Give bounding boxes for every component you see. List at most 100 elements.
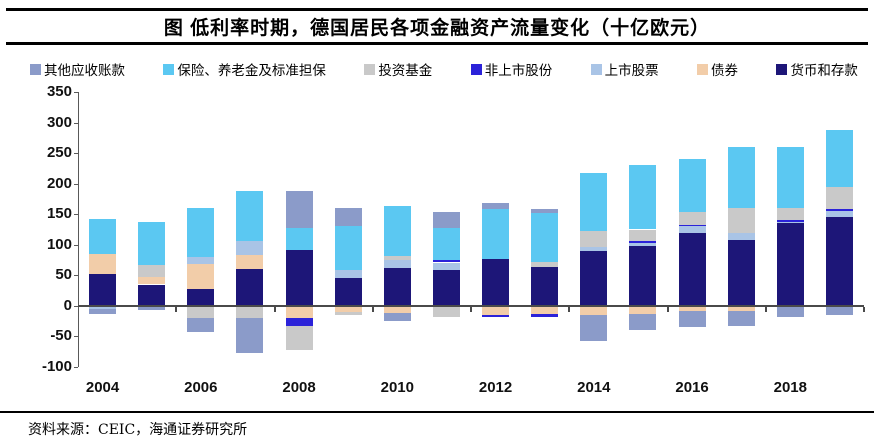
x-axis-tick: [863, 306, 865, 312]
bar-segment: [727, 147, 755, 209]
bar-segment: [285, 250, 313, 306]
y-axis-tick: [74, 92, 78, 93]
bar-segment: [482, 305, 510, 316]
x-axis-tick: [175, 306, 178, 312]
title-rule-top: [6, 8, 868, 11]
y-axis-label: 100: [46, 235, 72, 253]
bar-segment: [825, 217, 853, 306]
bar-segment: [531, 267, 559, 306]
bar-segment: [678, 224, 706, 227]
bar-segment: [531, 261, 559, 268]
bar-segment: [236, 254, 264, 269]
bar-segment: [580, 315, 608, 341]
bar-segment: [236, 191, 264, 241]
bar-segment: [138, 284, 166, 306]
y-axis-label: 50: [55, 266, 72, 284]
bar-segment: [187, 318, 215, 333]
bar-segment: [629, 313, 657, 331]
bar-segment: [678, 212, 706, 225]
bar-segment: [432, 262, 460, 271]
bar-segment: [678, 310, 706, 328]
bar-segment: [482, 315, 510, 318]
bar-segment: [825, 186, 853, 210]
y-axis-label: 300: [46, 113, 72, 131]
bar-segment: [776, 223, 804, 306]
bar-segment: [432, 305, 460, 317]
legend-item: 债券: [697, 59, 738, 79]
bar-segment: [285, 305, 313, 319]
bar-segment: [138, 277, 166, 285]
legend-swatch-icon: [364, 63, 376, 75]
bar-segment: [580, 305, 608, 316]
y-axis-tick: [74, 305, 78, 307]
bar-segment: [89, 274, 117, 306]
bar-segment: [187, 264, 215, 290]
bar-segment: [531, 209, 559, 213]
x-axis-label: 2016: [675, 379, 709, 396]
legend-swatch-icon: [590, 63, 602, 75]
bar-segment: [678, 159, 706, 213]
y-axis-tick: [74, 275, 78, 277]
bar-segment: [580, 250, 608, 306]
y-axis-tick: [74, 367, 78, 368]
bar-segment: [383, 255, 411, 261]
x-axis-label: 2010: [380, 379, 414, 396]
x-axis-tick: [470, 306, 472, 312]
source-text: 资料来源：CEIC，海通证券研究所: [28, 422, 248, 438]
bar-segment: [776, 221, 804, 224]
bar-segment: [236, 268, 264, 306]
title-rule-bottom: [6, 42, 868, 45]
bar-segment: [678, 305, 706, 311]
bar-segment: [187, 207, 215, 257]
bar-segment: [531, 305, 559, 314]
bar-segment: [580, 173, 608, 232]
bar-segment: [678, 226, 706, 233]
legend-label: 货币和存款: [790, 63, 858, 78]
bar-segment: [383, 313, 411, 322]
bar-segment: [89, 308, 117, 314]
bar-segment: [187, 257, 215, 265]
chart-legend: 其他应收账款 保险、养老金及标准担保 投资基金 非上市股份 上市股票 债券 货币和存款: [30, 59, 858, 79]
y-axis-line: [78, 92, 79, 367]
bar-segment: [629, 305, 657, 314]
bar-segment: [285, 227, 313, 251]
bar-segment: [629, 229, 657, 242]
legend-item: 投资基金: [364, 59, 432, 79]
y-axis-tick: [74, 244, 78, 246]
y-axis-label: 350: [46, 83, 72, 100]
x-axis-label: 2004: [85, 379, 120, 396]
bar-segment: [334, 312, 362, 316]
bar-segment: [285, 326, 313, 350]
y-axis-label: -100: [41, 358, 72, 375]
legend-label: 其他应收账款: [44, 63, 125, 78]
x-axis-tick: [764, 306, 767, 312]
legend-swatch-icon: [163, 63, 175, 75]
bar-segment: [89, 253, 117, 275]
bar-segment: [432, 260, 460, 263]
x-axis-tick: [371, 306, 374, 312]
bar-segment: [138, 221, 166, 265]
legend-label: 投资基金: [378, 63, 433, 78]
bar-segment: [89, 218, 117, 254]
legend-label: 保险、养老金及标准担保: [177, 63, 326, 78]
bar-segment: [482, 209, 510, 259]
bar-segment: [776, 305, 804, 317]
y-axis-label: 0: [63, 296, 72, 314]
bar-segment: [334, 208, 362, 227]
legend-swatch-icon: [470, 63, 482, 75]
bar-segment: [334, 278, 362, 306]
x-axis-tick: [666, 306, 669, 312]
y-axis-label: 200: [46, 174, 72, 192]
bar-segment: [89, 305, 117, 309]
bar-segment: [383, 206, 411, 256]
bar-segment: [432, 227, 460, 261]
bar-segment: [383, 268, 411, 306]
bar-segment: [236, 305, 264, 319]
legend-item: 保险、养老金及标准担保: [163, 59, 326, 79]
bar-segment: [825, 209, 853, 212]
chart-title: 图 低利率时期，德国居民各项金融资产流量变化（十亿欧元）: [163, 18, 711, 39]
bar-segment: [825, 129, 853, 187]
y-axis-label: 250: [46, 144, 72, 162]
bar-segment: [236, 240, 264, 255]
